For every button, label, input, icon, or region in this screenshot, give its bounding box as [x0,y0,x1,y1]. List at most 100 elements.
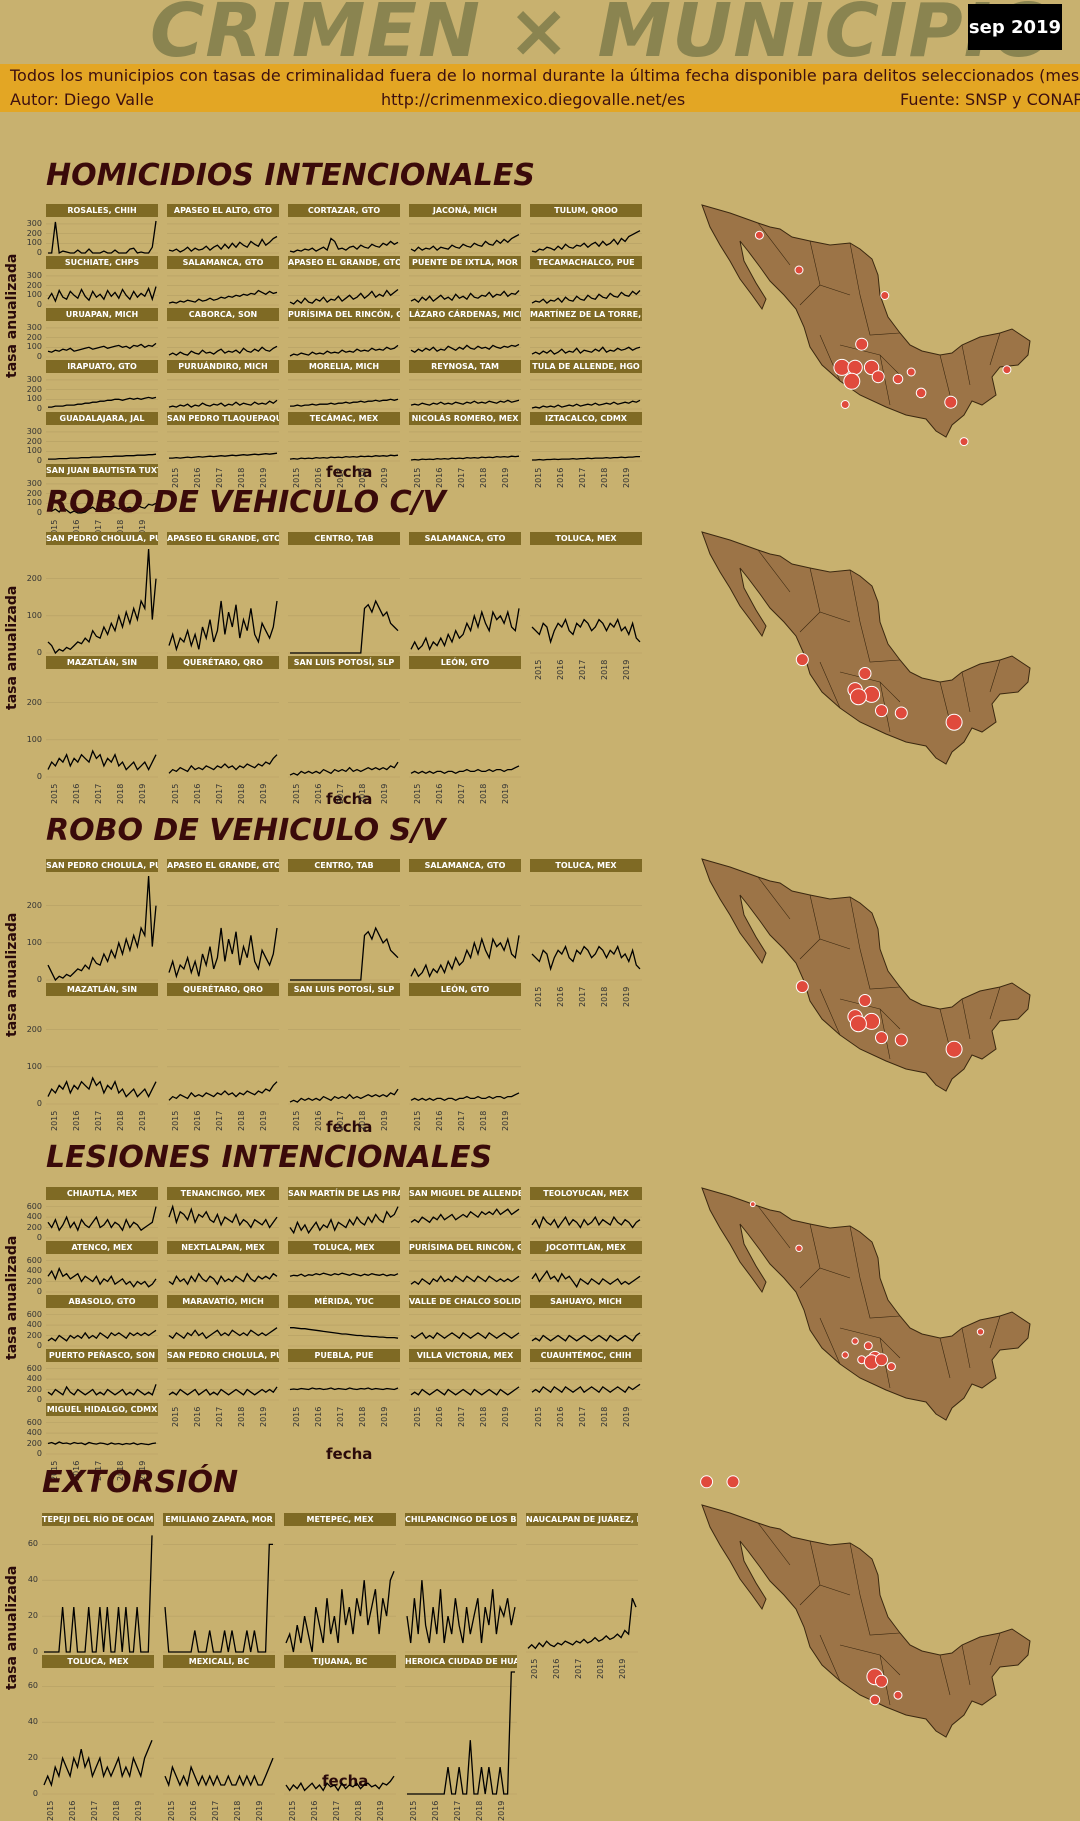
mexico-map [701,858,1031,1092]
facet-label: APASEO EL GRANDE, GTO [288,256,400,269]
y-tick-label: 100 [26,446,42,456]
y-tick-label: 100 [26,610,42,620]
x-tick-label: 2016 [72,783,81,804]
series-line [290,398,399,407]
facet-panel: CHIAUTLA, MEX [46,1187,158,1241]
x-tick-label: 2019 [138,783,147,804]
y-tick-label: 200 [26,332,42,342]
series-line [285,1571,395,1653]
facet-panel: LEÓN, GTO [409,983,521,1107]
facet-label: TECAMACHALCO, PUE [530,256,642,269]
y-tick-label: 40 [27,1717,38,1727]
series-line [410,1331,520,1340]
facet-panel: METEPEC, MEX [284,1513,396,1655]
facet-plot [46,379,158,410]
x-tick-label: 2018 [479,467,488,488]
x-tick-label: 2017 [574,1658,583,1679]
x-tick-label: 2018 [112,1800,121,1821]
x-tick-label: 2016 [193,783,202,804]
series-line [47,1266,157,1288]
series-line [410,234,520,252]
map-dot [875,1031,888,1045]
x-tick-label: 2019 [259,1110,268,1131]
series-line [410,399,520,406]
facet-plot [409,1314,521,1347]
y-tick-label: 300 [26,270,42,280]
y-tick-label: 200 [26,436,42,446]
source: Fuente: SNSP y CONAPO [900,90,1080,109]
facet-panel: MÉRIDA, YUC [288,1295,400,1349]
facet-label: EMILIANO ZAPATA, MOR [163,1513,275,1526]
facet-plot [46,431,158,462]
country-shape [701,1187,1031,1421]
mexico-map [701,1187,1031,1421]
facet-plot [530,1314,642,1347]
x-tick-label: 2019 [501,1406,510,1427]
map-dot [906,367,916,377]
facet-plot [167,1204,279,1239]
x-tick-label: 2015 [50,783,59,804]
map-dot [871,370,885,384]
series-line [407,1671,515,1795]
facet-plot [409,431,521,462]
facet-panel: QUERÉTARO, QRO [167,656,279,780]
facet-label: CENTRO, TAB [288,532,400,545]
series-line [289,454,399,460]
x-tick-label: 2018 [116,1110,125,1131]
series-line [531,1383,641,1394]
y-tick-label: 0 [36,404,42,413]
y-tick-label: 200 [26,280,42,290]
facet-panel: APASEO EL GRANDE, GTO [167,532,279,656]
y-tick-label: 0 [32,1789,38,1798]
facet-label: TULA DE ALLENDE, HGO [530,360,642,373]
map-dot [754,230,764,240]
facet-plot [530,905,642,981]
x-tick-label: 2018 [354,1800,363,1821]
x-tick-label: 2018 [600,659,609,680]
facet-label: PURUÁNDIRO, MICH [167,360,279,373]
facet-panel: SAN PEDRO TLAQUEPAQUE SAN JOSE DE GRACIA… [167,412,279,464]
facet-panel: TOLUCA, MEX [530,532,642,656]
y-tick-label: 20 [27,1753,38,1763]
x-tick-label: 2018 [479,783,488,804]
series-line [168,927,278,979]
map-dot [841,1351,849,1359]
y-axis-label: tasa anualizada [4,1235,20,1360]
facet-plot [409,905,521,981]
country-shape [701,531,1031,765]
facet-panel: SAHUAYO, MICH [530,1295,642,1349]
facet-plot [526,1544,638,1653]
map-dot [794,265,804,275]
facet-label: PUENTE DE IXTLA, MOR [409,256,521,269]
x-tick-label: 2017 [215,1110,224,1131]
facet-plot [530,1260,642,1293]
x-tick-label: 2016 [189,1800,198,1821]
x-tick-label: 2016 [68,1800,77,1821]
facet-label: CENTRO, TAB [288,859,400,872]
series-line [410,765,520,775]
series-line [289,761,399,776]
x-tick-label: 2018 [479,1110,488,1131]
facet-panel: APASEO EL GRANDE, GTO [167,859,279,983]
x-tick-label: 2016 [556,986,565,1007]
series-line [168,1081,278,1101]
x-tick-label: 2016 [431,1800,440,1821]
y-tick-label: 100 [26,1061,42,1071]
y-tick-label: 600 [26,1363,42,1373]
facet-label: MEXICALI, BC [163,1655,275,1668]
map-dot [795,653,809,667]
series-line [410,455,520,461]
series-line [289,344,399,357]
facet-plot [167,1260,279,1293]
x-tick-label: 2019 [380,783,389,804]
source-link[interactable]: http://crimenmexico.diegovalle.net/es [381,90,686,109]
facet-plot [163,1686,275,1795]
y-tick-label: 0 [36,300,42,309]
x-tick-label: 2015 [50,1110,59,1131]
x-tick-label: 2016 [310,1800,319,1821]
x-tick-label: 2019 [501,783,510,804]
series-line [168,345,278,356]
facet-plot [284,1544,396,1653]
x-tick-label: 2015 [413,1110,422,1131]
facet-panel: LEÓN, GTO [409,656,521,780]
